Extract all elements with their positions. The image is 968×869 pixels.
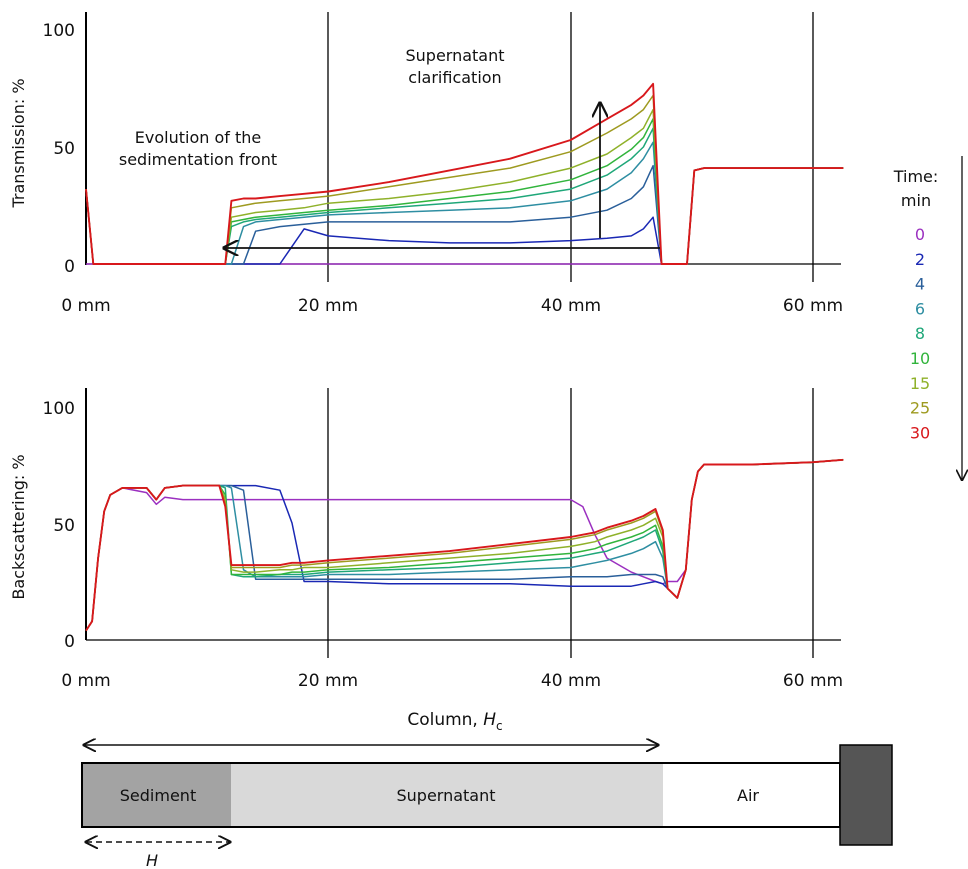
transmission-series-25-min — [85, 94, 844, 265]
transmission-axis-label: Transmission: % — [9, 78, 28, 208]
column-axis-label-sub: c — [496, 719, 503, 733]
backscattering-gridlines — [85, 388, 841, 658]
legend-item-8-min: 8 — [915, 324, 925, 343]
transmission-ytick-50: 50 — [53, 139, 75, 159]
backscattering-xtick-0: 0 mm — [61, 671, 110, 691]
backscattering-series — [85, 458, 844, 632]
backscattering-xtick-20: 20 mm — [298, 671, 358, 691]
column-axis-label-text: Column, — [407, 710, 483, 730]
legend-item-30-min: 30 — [910, 423, 930, 442]
transmission-series-30-min — [85, 82, 844, 265]
transmission-series — [85, 82, 844, 265]
annotation-front-line-1: Evolution of the — [135, 128, 261, 147]
legend-unit: min — [901, 191, 931, 210]
legend-item-6-min: 6 — [915, 299, 925, 318]
sediment-height-label: H — [146, 851, 158, 869]
backscattering-panel: Backscattering: % 100 50 0 0 mm 20 mm 40… — [9, 388, 844, 733]
supernatant-label: Supernatant — [396, 786, 495, 805]
transmission-ytick-0: 0 — [64, 257, 75, 277]
backscattering-xtick-40: 40 mm — [541, 671, 601, 691]
sediment-label: Sediment — [120, 786, 196, 805]
backscattering-ytick-50: 50 — [53, 516, 75, 536]
backscattering-ytick-0: 0 — [64, 632, 75, 652]
transmission-panel: Transmission: % 100 50 0 0 mm 20 mm 40 m… — [9, 12, 844, 316]
transmission-series-4-min — [85, 164, 844, 265]
backscattering-axis-label: Backscattering: % — [9, 454, 28, 599]
transmission-xtick-20: 20 mm — [298, 296, 358, 316]
legend-item-15-min: 15 — [910, 374, 930, 393]
legend-item-4-min: 4 — [915, 275, 925, 294]
transmission-xtick-60: 60 mm — [783, 296, 843, 316]
supernatant-zone — [231, 764, 663, 826]
backscattering-series-30-min — [85, 458, 844, 632]
annotation-clarification-line-1: Supernatant — [405, 46, 504, 65]
column-diagram: Sediment Supernatant Air H — [81, 744, 893, 869]
sediment-zone — [83, 764, 231, 826]
column-cap — [839, 744, 893, 846]
legend-item-0-min: 0 — [915, 225, 925, 244]
column-axis-label-italic: H — [483, 710, 496, 730]
legend-items: 0 2 4 6 8 10 15 25 30 — [910, 225, 930, 442]
annotation-clarification-line-2: clarification — [408, 68, 501, 87]
legend-item-2-min: 2 — [915, 250, 925, 269]
annotation-front-line-2: sedimentation front — [119, 150, 277, 169]
air-label: Air — [737, 786, 759, 805]
transmission-xtick-0: 0 mm — [61, 296, 110, 316]
transmission-series-2-min — [85, 167, 844, 265]
backscattering-ytick-100: 100 — [43, 399, 75, 419]
transmission-xtick-40: 40 mm — [541, 296, 601, 316]
backscattering-xtick-60: 60 mm — [783, 671, 843, 691]
transmission-ytick-100: 100 — [43, 21, 75, 41]
time-legend: Time: min 0 2 4 6 8 10 15 25 30 — [893, 156, 962, 480]
transmission-series-0-min — [86, 167, 844, 265]
legend-item-25-min: 25 — [910, 399, 930, 418]
column-axis-label: Column, Hc — [407, 710, 502, 733]
legend-item-10-min: 10 — [910, 349, 930, 368]
legend-title: Time: — [893, 167, 939, 186]
